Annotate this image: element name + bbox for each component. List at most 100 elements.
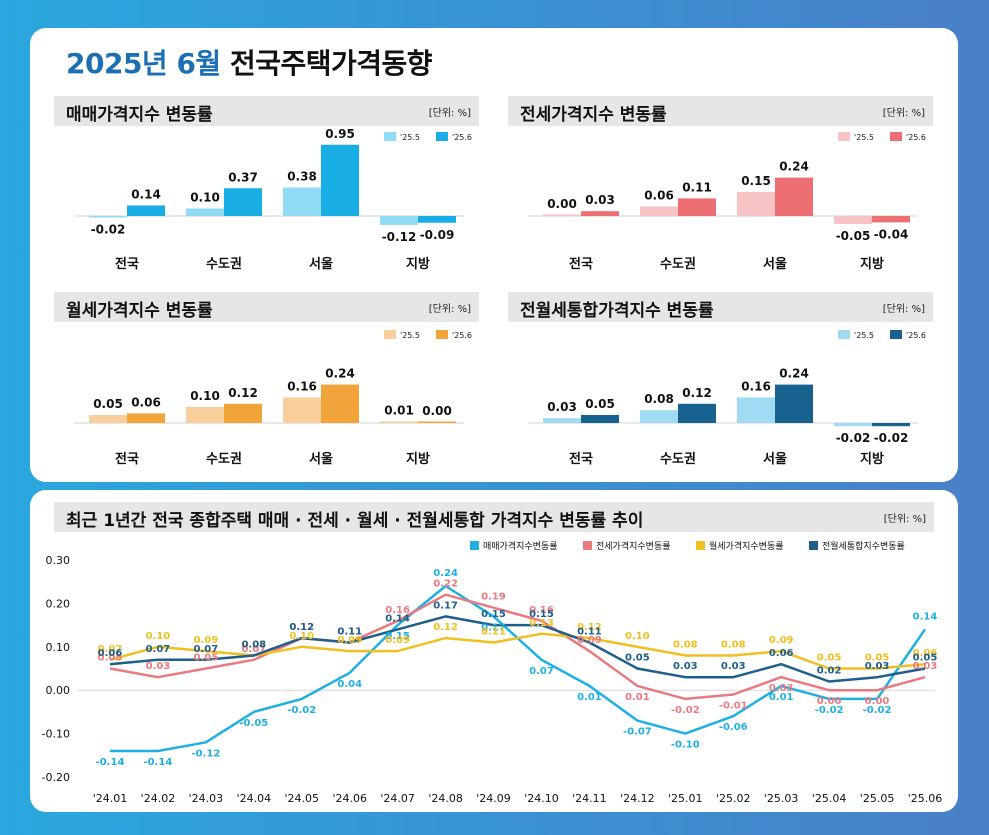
data-label: 0.05	[913, 653, 938, 664]
data-label: 0.06	[913, 648, 938, 659]
category-label: 지방	[860, 256, 884, 272]
bar-curr	[321, 144, 359, 216]
x-tick-label: '25.05	[860, 792, 895, 805]
bar-label-curr: 0.24	[325, 367, 355, 381]
legend-label-curr: '25.6	[452, 331, 472, 340]
data-label: 0.10	[625, 631, 650, 642]
data-label: -0.14	[96, 757, 125, 768]
panel-title-combined: 전월세통합가격지수 변동률	[520, 301, 714, 321]
data-label: 0.03	[673, 661, 698, 672]
bar-label-curr: 0.00	[422, 404, 452, 418]
series-line	[109, 593, 926, 701]
bar-curr	[224, 188, 262, 216]
data-label: -0.01	[719, 701, 748, 712]
data-label: 0.12	[577, 622, 602, 633]
data-label: 0.07	[241, 644, 266, 655]
data-label: 0.01	[577, 692, 602, 703]
bar-label-prev: 0.08	[644, 392, 674, 406]
bar-label-curr: 0.95	[325, 127, 355, 141]
legend-label-curr: '25.6	[452, 133, 472, 142]
legend-swatch	[470, 541, 479, 550]
data-label: 0.04	[337, 679, 362, 690]
legend-swatch	[696, 541, 705, 550]
series-line	[110, 584, 927, 753]
legend-label: 매매가격지수변동률	[483, 540, 558, 552]
bar-curr	[678, 403, 716, 423]
data-label: 0.07	[146, 644, 171, 655]
summary-card: 2025년 6월 전국주택가격동향 매매가격지수 변동률 [단위: %] 전세가…	[30, 28, 958, 482]
data-label: 0.05	[817, 653, 842, 664]
bar-curr	[775, 177, 813, 216]
panel-header-combined: 전월세통합가격지수 변동률 [단위: %]	[508, 292, 933, 322]
series-line	[109, 615, 926, 683]
bar-curr	[127, 413, 165, 423]
data-label: 0.12	[289, 622, 314, 633]
data-label: 0.16	[385, 605, 410, 616]
panel-header-jeonse: 전세가격지수 변동률 [단위: %]	[508, 96, 933, 126]
data-label: 0.09	[337, 635, 362, 646]
x-tick-label: '24.11	[572, 792, 607, 805]
category-label: 전국	[115, 256, 139, 272]
category-label: 수도권	[660, 257, 696, 272]
bar-prev	[283, 397, 321, 423]
bar-prev	[737, 397, 775, 423]
x-tick-label: '25.02	[716, 792, 751, 805]
bar-prev	[834, 216, 872, 224]
data-label: 0.10	[146, 631, 171, 642]
legend-label-curr: '25.6	[906, 331, 926, 340]
panel-title-jeonse: 전세가격지수 변동률	[520, 105, 667, 125]
panel-unit-jeonse: [단위: %]	[882, 108, 925, 119]
category-label: 전국	[115, 451, 139, 467]
bar-curr	[872, 216, 910, 223]
bar-curr	[678, 198, 716, 216]
data-label: -0.05	[239, 718, 268, 729]
bar-prev	[737, 192, 775, 216]
data-label: 0.17	[481, 622, 506, 633]
panel-unit-sale: [단위: %]	[428, 108, 471, 119]
bar-prev	[640, 410, 678, 423]
data-label: 0.24	[433, 568, 458, 579]
series-line	[109, 632, 926, 670]
data-label: 0.10	[289, 631, 314, 642]
page-title-text: 전국주택가격동향	[229, 47, 433, 80]
bar-curr	[127, 205, 165, 216]
legend-swatch-curr	[890, 132, 902, 141]
legend-swatch	[583, 541, 592, 550]
category-label: 전국	[569, 451, 593, 467]
data-label: -0.02	[671, 705, 700, 716]
bar-label-prev: 0.16	[741, 379, 771, 393]
bar-label-curr: 0.24	[779, 160, 809, 174]
legend-label-curr: '25.6	[906, 133, 926, 142]
category-label: 지방	[860, 451, 884, 467]
panel-unit-combined: [단위: %]	[882, 304, 925, 315]
x-tick-label: '24.03	[189, 792, 224, 805]
data-label: 0.09	[577, 635, 602, 646]
bar-label-curr: 0.14	[131, 188, 161, 202]
category-label: 서울	[763, 451, 787, 467]
bar-prev	[186, 208, 224, 216]
bar-curr	[418, 216, 456, 223]
x-tick-label: '24.12	[620, 792, 655, 805]
bar-prev	[186, 407, 224, 423]
x-tick-label: '24.01	[93, 792, 128, 805]
bar-label-prev: 0.15	[741, 174, 771, 188]
bar-prev	[380, 216, 418, 225]
bar-label-curr: 0.12	[228, 386, 258, 400]
trend-card: 최근 1년간 전국 종합주택 매매 · 전세 · 월세 · 전월세통합 가격지수…	[30, 490, 958, 812]
panel-header-monthly: 월세가격지수 변동률 [단위: %]	[54, 292, 479, 322]
panel-header-sale: 매매가격지수 변동률 [단위: %]	[54, 96, 479, 126]
legend-label-prev: '25.5	[400, 133, 420, 142]
data-label: 0.14	[913, 611, 938, 622]
data-label: 0.05	[625, 653, 650, 664]
legend-label-prev: '25.5	[854, 331, 874, 340]
y-tick-label: -0.20	[42, 771, 70, 784]
data-label: 0.15	[481, 609, 506, 620]
data-label: -0.07	[623, 727, 652, 738]
bar-label-prev: 0.10	[190, 389, 220, 403]
bar-label-prev: 0.10	[190, 191, 220, 205]
bar-prev	[834, 423, 872, 427]
bar-label-prev: 0.03	[547, 400, 577, 414]
bar-label-prev: 0.06	[644, 188, 674, 202]
bar-label-curr: 0.11	[682, 180, 712, 194]
data-label: 0.22	[433, 579, 458, 590]
